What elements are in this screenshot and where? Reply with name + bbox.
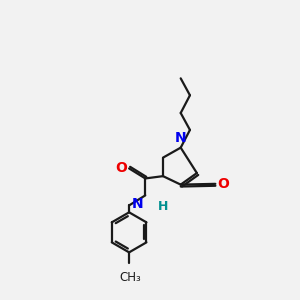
Text: O: O [115,161,127,176]
Text: N: N [175,131,187,145]
Text: O: O [218,177,230,191]
Text: CH₃: CH₃ [120,271,142,284]
Text: H: H [158,200,168,213]
Text: N: N [132,197,144,211]
